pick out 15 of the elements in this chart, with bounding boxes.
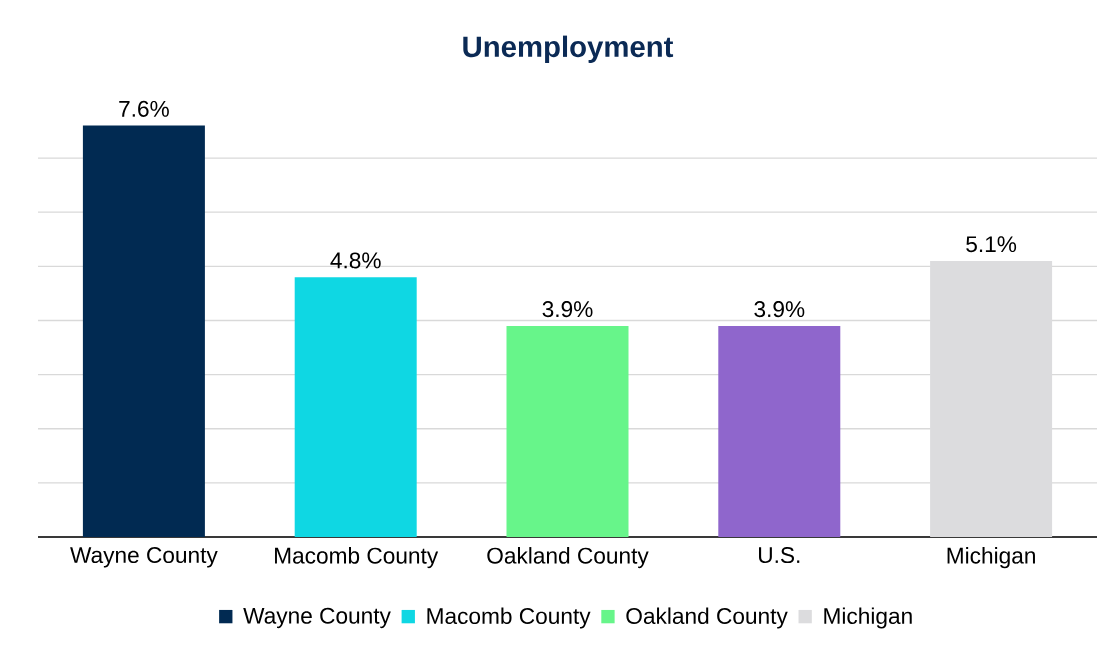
x-tick-label: U.S. xyxy=(759,547,800,564)
data-label: 3.9% xyxy=(754,301,805,318)
x-tick-label: Wayne County xyxy=(70,547,218,568)
chart-title: Unemployment xyxy=(463,35,674,63)
legend-label: Wayne County xyxy=(243,607,391,629)
x-tick-label: Michigan xyxy=(947,547,1035,569)
x-tick-label: Macomb County xyxy=(275,547,439,569)
legend-label: Macomb County xyxy=(427,607,591,629)
data-label: 4.8% xyxy=(330,252,381,269)
data-label: 5.1% xyxy=(966,236,1017,253)
legend-label: Michigan xyxy=(824,607,912,629)
x-tick-label: Oakland County xyxy=(487,547,649,569)
data-label: 3.9% xyxy=(542,301,593,318)
data-label: 7.6% xyxy=(119,100,169,117)
legend-label: Oakland County xyxy=(626,607,788,629)
